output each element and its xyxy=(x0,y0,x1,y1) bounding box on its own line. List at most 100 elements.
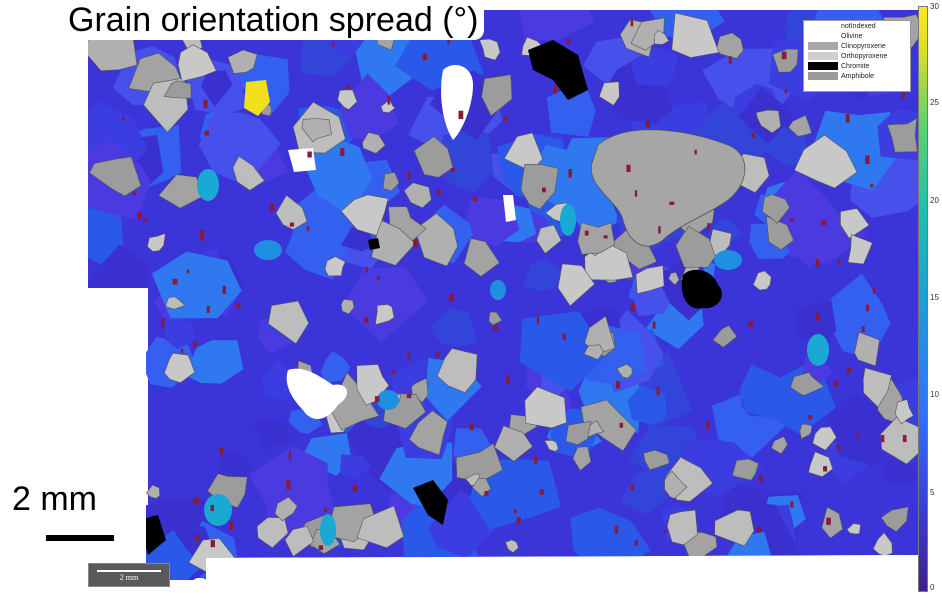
grain-boundary-mark xyxy=(823,466,828,472)
grain-boundary-mark xyxy=(365,267,369,273)
pyroxene-grain xyxy=(793,134,858,189)
grain-boundary-mark xyxy=(664,529,667,533)
grain-boundary-mark xyxy=(630,18,634,27)
grain-boundary-mark xyxy=(807,415,813,420)
not-indexed-region xyxy=(286,368,348,420)
grain-boundary-mark xyxy=(634,190,638,197)
olivine-grain xyxy=(200,70,233,107)
olivine-grain xyxy=(339,73,399,141)
pyroxene-grain xyxy=(880,416,918,465)
inner-scale-label: 2 mm xyxy=(119,573,139,582)
olivine-grain xyxy=(299,135,373,215)
grain-boundary-mark xyxy=(269,203,275,212)
pyroxene-grain xyxy=(653,30,670,45)
grain-boundary-mark xyxy=(204,130,209,136)
grain-boundary-mark xyxy=(450,168,455,172)
grain-boundary-mark xyxy=(407,171,411,179)
grain-boundary-mark xyxy=(634,539,639,546)
pyroxene-grain xyxy=(880,506,909,532)
pyroxene-grain xyxy=(165,296,186,310)
legend-label: Chromite xyxy=(841,62,870,70)
pyroxene-grain xyxy=(505,539,519,553)
grain-boundary-mark xyxy=(881,435,885,443)
pyroxene-grain xyxy=(301,118,332,143)
inner-scale-bar xyxy=(97,570,161,572)
pyroxene-grain xyxy=(715,32,744,59)
chromite-grain xyxy=(413,480,448,525)
scale-bar xyxy=(46,535,114,541)
pyroxene-grain xyxy=(380,99,396,114)
pyroxene-grain xyxy=(854,332,880,367)
pyroxene-grain xyxy=(479,38,501,61)
legend-label: Orthopyroxene xyxy=(841,52,888,60)
grain-boundary-mark xyxy=(435,352,440,357)
scale-bar-label: 2 mm xyxy=(12,480,97,518)
colorbar xyxy=(918,6,928,592)
pyroxene-grain xyxy=(821,506,844,539)
pyroxene-grain xyxy=(572,446,592,472)
grain-boundary-mark xyxy=(206,305,210,313)
grain-boundary-mark xyxy=(784,89,788,94)
grain-boundary-mark xyxy=(846,367,851,374)
grain-boundary-mark xyxy=(324,508,327,513)
olivine-grain xyxy=(620,467,667,515)
grain-boundary-mark xyxy=(751,132,755,138)
grain-boundary-mark xyxy=(707,223,711,232)
high-gos-grain xyxy=(254,240,282,260)
olivine-grain xyxy=(469,459,561,530)
pyroxene-grain xyxy=(436,348,478,393)
grain-boundary-mark xyxy=(133,191,136,196)
pyroxene-grain xyxy=(536,224,562,254)
grain-boundary-mark xyxy=(781,51,787,60)
grain-boundary-mark xyxy=(180,348,184,354)
grain-boundary-mark xyxy=(706,421,709,430)
olivine-grain xyxy=(341,227,376,252)
grain-boundary-mark xyxy=(469,423,474,430)
grain-boundary-mark xyxy=(645,121,650,128)
pyroxene-grain xyxy=(731,458,759,481)
olivine-grain xyxy=(794,299,837,347)
grain-boundary-mark xyxy=(406,394,412,399)
grain-boundary-mark xyxy=(790,501,794,508)
grain-boundary-mark xyxy=(210,505,214,512)
grain-boundary-mark xyxy=(861,326,865,332)
grain-boundary-mark xyxy=(318,545,323,551)
pyroxene-grain xyxy=(463,238,500,277)
pyroxene-grain xyxy=(494,425,533,462)
grain-boundary-mark xyxy=(756,527,762,533)
olivine-grain xyxy=(429,307,478,347)
legend-item: Amphibole xyxy=(804,71,910,81)
grain-boundary-mark xyxy=(288,451,291,460)
olivine-grain xyxy=(162,319,197,350)
pyroxene-grain xyxy=(146,484,161,499)
grain-boundary-mark xyxy=(835,445,841,449)
pyroxene-grain xyxy=(337,89,358,110)
olivine-grain xyxy=(519,10,596,41)
pyroxene-grain xyxy=(799,423,813,440)
grain-boundary-mark xyxy=(614,525,618,534)
grain-boundary-mark xyxy=(584,230,589,236)
grain-boundary-mark xyxy=(219,448,224,455)
grain-boundary-mark xyxy=(901,92,905,99)
pyroxene-grain xyxy=(232,155,265,191)
pyroxene-grain xyxy=(408,410,448,456)
pyroxene-grain xyxy=(324,256,346,277)
pyroxene-grain xyxy=(598,81,620,106)
olivine-grain xyxy=(523,258,563,292)
grain-boundary-mark xyxy=(630,303,635,312)
colorbar-tick-label: 10 xyxy=(930,390,939,400)
pyroxene-grain xyxy=(846,523,861,535)
grain-boundary-mark xyxy=(413,239,418,248)
grain-boundary-mark xyxy=(568,169,572,178)
max-gos-grain xyxy=(244,80,270,116)
olivine-grain xyxy=(631,46,678,87)
pyroxene-grain xyxy=(675,225,716,268)
grain-boundary-mark xyxy=(656,386,660,396)
pyroxene-grain xyxy=(340,194,389,236)
grain-boundary-mark xyxy=(865,155,870,165)
grain-boundary-mark xyxy=(789,217,794,222)
grain-boundary-mark xyxy=(562,333,567,341)
legend-item: notIndexed xyxy=(804,21,910,31)
grain-boundary-mark xyxy=(728,56,732,65)
chromite-grain xyxy=(368,238,380,250)
